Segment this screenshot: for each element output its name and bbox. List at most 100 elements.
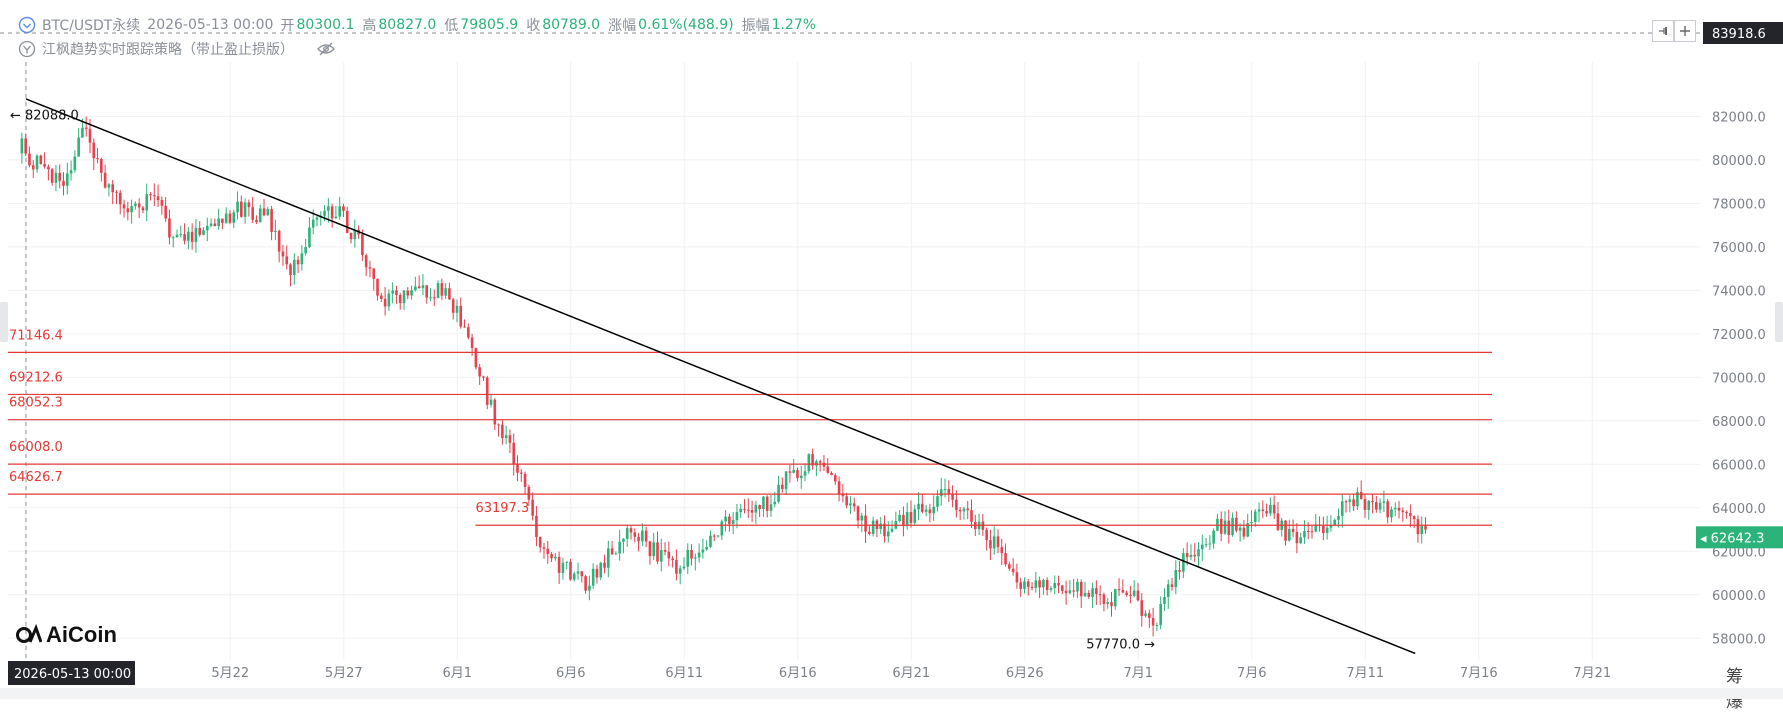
candle-body: [395, 290, 398, 295]
candle-body: [879, 523, 883, 529]
candle-body: [391, 290, 394, 294]
candle-body: [277, 230, 281, 252]
collapse-icon[interactable]: [1652, 20, 1674, 42]
close-label: 收: [526, 18, 541, 34]
candle-body: [557, 556, 561, 573]
candle-body: [1178, 570, 1181, 572]
candle-body: [1064, 590, 1068, 594]
candle-body: [478, 367, 481, 377]
candle-body: [1129, 594, 1132, 596]
eye-slash-icon[interactable]: [316, 42, 336, 56]
candle-body: [992, 536, 996, 549]
candle-body: [115, 192, 118, 194]
candle-body: [417, 286, 421, 289]
candle-body: [1095, 588, 1098, 595]
crosshair-date-label: 2026-05-13 00:00: [14, 667, 131, 682]
candle-body: [1102, 594, 1106, 604]
candle-body: [618, 541, 621, 554]
candle-body: [1348, 499, 1352, 502]
candle-body: [1045, 579, 1049, 590]
candle-body: [913, 509, 917, 523]
candle-body: [1182, 553, 1185, 572]
candle-body: [232, 212, 236, 223]
candle-body: [107, 184, 111, 188]
candle-body: [96, 158, 99, 160]
aicoin-logo: AiCoin: [16, 622, 117, 648]
chip-liquidation-toggle[interactable]: 筹 爆: [1726, 667, 1753, 712]
candle-body: [728, 516, 731, 524]
candle-body: [663, 550, 667, 552]
candle-body: [1155, 625, 1159, 627]
candle-body: [811, 454, 814, 466]
trend-line: [25, 98, 1416, 655]
candle-body: [622, 538, 625, 542]
candle-body: [251, 207, 254, 220]
level-label: 66008.0: [9, 440, 63, 455]
x-tick-label: 5月27: [325, 666, 363, 681]
candle-body: [258, 208, 262, 223]
candle-body: [1166, 584, 1170, 597]
candle-body: [607, 548, 610, 568]
crosshair-price-tag: [1703, 22, 1783, 44]
candle-body: [387, 293, 391, 307]
strategy-icon[interactable]: [18, 40, 36, 58]
candle-body: [1087, 592, 1091, 597]
candle-body: [675, 559, 678, 574]
y-tick-label: 68000.0: [1712, 415, 1766, 430]
candle-body: [516, 464, 519, 473]
change-label: 涨幅: [608, 18, 637, 34]
candle-body: [939, 489, 943, 497]
y-tick-label: 80000.0: [1712, 154, 1766, 169]
candle-body: [474, 347, 478, 368]
strategy-name: 江枫趋势实时跟踪策略（带止盈止损版）: [42, 42, 294, 58]
right-panel-handle[interactable]: [1775, 302, 1783, 342]
candle-body: [221, 218, 224, 223]
candle-body: [561, 562, 565, 573]
symbol-icon[interactable]: [18, 16, 36, 34]
candle-body: [1038, 580, 1041, 588]
candle-body: [508, 435, 512, 443]
candle-body: [330, 206, 334, 219]
candle-body: [1371, 500, 1374, 503]
candle-body: [1015, 572, 1019, 583]
candle-body: [1163, 596, 1166, 604]
candle-body: [1284, 520, 1287, 541]
candle-body: [599, 562, 603, 578]
candle-body: [917, 503, 920, 510]
y-tick-label: 66000.0: [1712, 458, 1766, 473]
candle-body: [209, 223, 213, 226]
candle-body: [281, 251, 285, 257]
level-label: 69212.6: [9, 370, 63, 385]
candle-body: [1072, 590, 1075, 592]
candle-body: [1235, 517, 1238, 531]
candle-body: [444, 288, 447, 296]
candle-body: [1231, 517, 1234, 535]
candle-body: [671, 558, 674, 560]
bottom-scroll-strip[interactable]: [0, 688, 1783, 699]
candle-body: [270, 209, 273, 232]
candle-body: [989, 540, 992, 549]
left-panel-handle[interactable]: [0, 302, 8, 342]
candle-body: [781, 484, 784, 490]
candle-body: [720, 521, 724, 536]
candle-body: [1288, 528, 1291, 541]
aicoin-logo-icon: [16, 624, 42, 643]
x-tick-label: 7月21: [1573, 666, 1611, 681]
candle-body: [410, 290, 413, 296]
candle-body: [1117, 589, 1121, 591]
candle-body: [648, 541, 652, 557]
candle-body: [380, 295, 383, 299]
candle-body: [274, 230, 277, 232]
candle-body: [179, 234, 183, 236]
add-icon[interactable]: [1674, 20, 1696, 42]
candle-body: [659, 550, 663, 562]
high-value: 80827.0: [378, 17, 437, 33]
candle-body: [735, 512, 739, 521]
candle-body: [213, 223, 217, 227]
candle-body: [436, 283, 440, 298]
candle-body: [1189, 555, 1193, 558]
candle-body: [1219, 518, 1223, 534]
candle-body: [1269, 504, 1272, 514]
